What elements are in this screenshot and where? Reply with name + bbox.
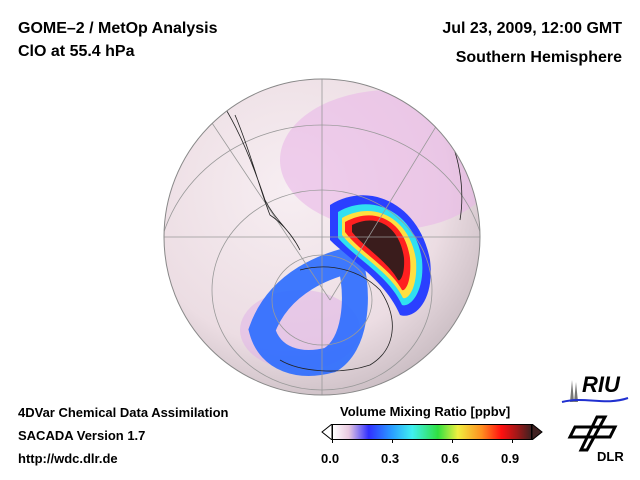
colorbar [332,424,532,440]
datetime-label: Jul 23, 2009, 12:00 GMT [442,20,622,37]
graticule [164,79,480,395]
footer-line1: 4DVar Chemical Data Assimilation [18,405,229,420]
colorbar-title: Volume Mixing Ratio [ppbv] [340,404,511,419]
colorbar-tick: 0.3 [381,451,400,466]
map-title: GOME–2 / MetOp Analysis [18,20,218,37]
colorbar-tick: 0.6 [441,451,460,466]
species-label: ClO at 55.4 hPa [18,43,135,60]
region-label: Southern Hemisphere [455,49,622,66]
dlr-logo: DLR [565,415,625,464]
footer-line2: SACADA Version 1.7 [18,428,146,443]
colorbar-tick: 0.9 [501,451,520,466]
colorbar-arrows [321,424,543,440]
riu-logo: RIU [560,372,630,411]
colorbar-tick: 0.0 [321,451,340,466]
footer-url[interactable]: http://wdc.dlr.de [18,451,118,466]
